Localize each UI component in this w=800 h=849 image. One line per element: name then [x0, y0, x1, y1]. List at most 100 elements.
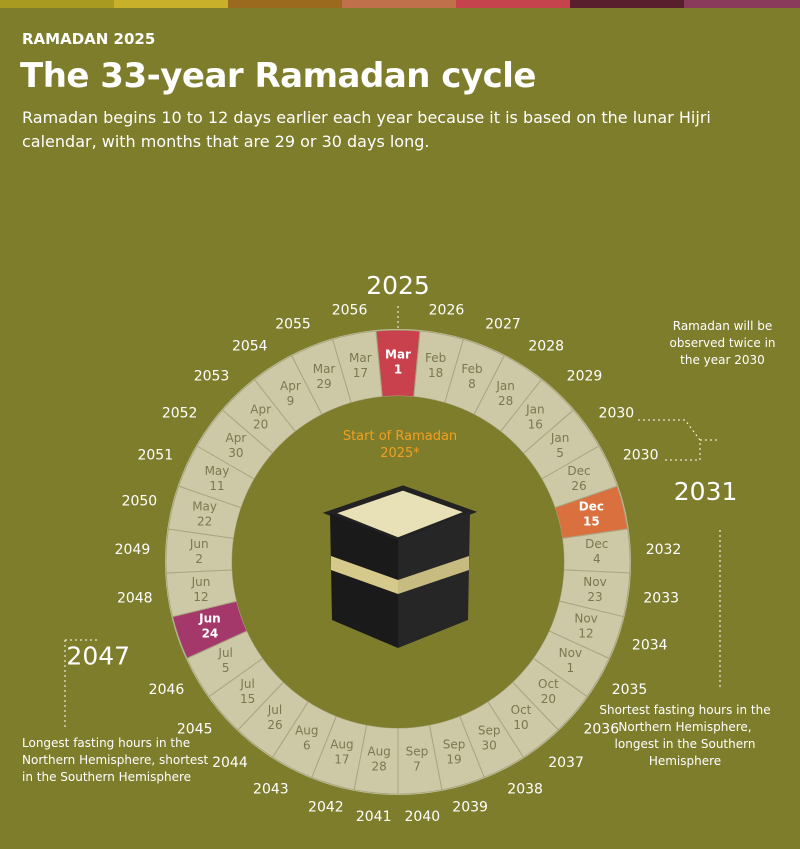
segment-day: 9 [287, 394, 295, 408]
segment-month: Jan [525, 402, 545, 416]
year-label: 2033 [643, 590, 679, 606]
year-label: 2042 [308, 800, 344, 816]
segment-day: 10 [513, 718, 528, 732]
segment-day: 15 [240, 692, 255, 706]
segment-month: Jul [239, 677, 254, 691]
annotation: Ramadan will be observed twice in the ye… [669, 319, 776, 367]
segment-month: Dec [579, 500, 604, 514]
segment-month: Jun [198, 612, 221, 626]
segment-day: 5 [222, 661, 230, 675]
annotation: Shortest fasting hours in the Northern H… [599, 703, 771, 768]
year-label: 2048 [117, 590, 153, 606]
year-label: 2035 [612, 682, 648, 698]
year-label: 2032 [646, 542, 682, 558]
segment-month: Jul [217, 646, 232, 660]
segment-month: Apr [280, 379, 301, 393]
segment-month: Nov [559, 646, 582, 660]
segment-day: 24 [202, 627, 219, 641]
year-label: 2046 [149, 682, 185, 698]
segment-day: 20 [253, 417, 268, 431]
segment-day: 2 [195, 552, 203, 566]
segment-day: 26 [571, 479, 586, 493]
segment-month: Mar [385, 348, 411, 362]
kaaba [322, 485, 478, 648]
segment-month: Mar [349, 351, 372, 365]
segment-month: Nov [574, 612, 597, 626]
year-label: 2049 [115, 542, 151, 558]
segment-month: Dec [567, 464, 590, 478]
segment-month: Feb [425, 351, 446, 365]
segment-month: Mar [313, 362, 336, 376]
year-label: 2026 [429, 303, 465, 319]
year-label: 2025 [366, 271, 430, 300]
segment-month: Jun [189, 537, 209, 551]
segment-month: Feb [461, 362, 482, 376]
year-label: 2028 [528, 339, 564, 355]
segment-day: 5 [556, 446, 564, 460]
segment-day: 4 [593, 552, 601, 566]
segment-month: Sep [443, 737, 466, 751]
segment-month: Apr [250, 402, 271, 416]
year-label: 2027 [485, 316, 521, 332]
segment-day: 12 [578, 627, 593, 641]
segment-month: Jan [495, 379, 515, 393]
year-label: 2041 [356, 809, 392, 825]
year-label: 2036 [583, 722, 619, 738]
segment-month: Aug [367, 745, 390, 759]
year-label: 2051 [137, 448, 173, 464]
segment-day: 1 [567, 661, 575, 675]
segment-day: 17 [334, 752, 349, 766]
year-label: 2056 [332, 303, 368, 319]
year-label: 2043 [253, 782, 289, 798]
segment-month: Dec [585, 537, 608, 551]
year-label: 2034 [632, 638, 668, 654]
segment-day: 30 [482, 738, 497, 752]
year-label: 2040 [405, 809, 441, 825]
segment-day: 7 [413, 760, 421, 774]
year-label: 2031 [674, 477, 738, 506]
year-label: 2039 [452, 800, 488, 816]
segment-day: 30 [228, 446, 243, 460]
segment-month: Sep [406, 745, 429, 759]
segment-day: 15 [583, 515, 600, 529]
year-label: 2038 [507, 782, 543, 798]
segment-day: 6 [303, 738, 311, 752]
segment-day: 8 [468, 377, 476, 391]
year-label: 2030 [599, 406, 635, 422]
segment-day: 26 [267, 718, 282, 732]
segment-month: Jun [191, 575, 211, 589]
segment-month: Sep [478, 723, 501, 737]
segment-month: Aug [330, 737, 353, 751]
year-label: 2055 [275, 316, 311, 332]
year-label: 2045 [177, 722, 213, 738]
segment-day: 16 [528, 417, 543, 431]
segment-month: Apr [226, 431, 247, 445]
year-label: 2047 [66, 642, 130, 671]
center-label: Start of Ramadan 2025* [342, 429, 458, 461]
segment-day: 18 [428, 366, 443, 380]
annotation: Longest fasting hours in the Northern He… [22, 736, 209, 784]
subtitle: Ramadan begins 10 to 12 days earlier eac… [22, 108, 711, 151]
segment-day: 28 [371, 760, 386, 774]
segment-day: 12 [193, 590, 208, 604]
title: The 33-year Ramadan cycle [20, 56, 537, 96]
segment-month: Aug [295, 723, 318, 737]
segment-month: Nov [583, 575, 606, 589]
segment-month: Jul [267, 703, 282, 717]
segment-month: Jan [550, 431, 570, 445]
segment-day: 29 [316, 377, 331, 391]
segment-day: 28 [498, 394, 513, 408]
segment-day: 22 [197, 515, 212, 529]
year-label: 2037 [548, 755, 584, 771]
year-label: 2029 [567, 369, 603, 385]
segment-month: Oct [538, 677, 559, 691]
year-label: 2050 [122, 494, 158, 510]
segment-month: May [205, 464, 230, 478]
segment-month: May [192, 500, 217, 514]
year-label: 2044 [212, 755, 248, 771]
year-label: 2030 [623, 448, 659, 464]
segment-day: 23 [587, 590, 602, 604]
segment-day: 1 [394, 363, 402, 377]
